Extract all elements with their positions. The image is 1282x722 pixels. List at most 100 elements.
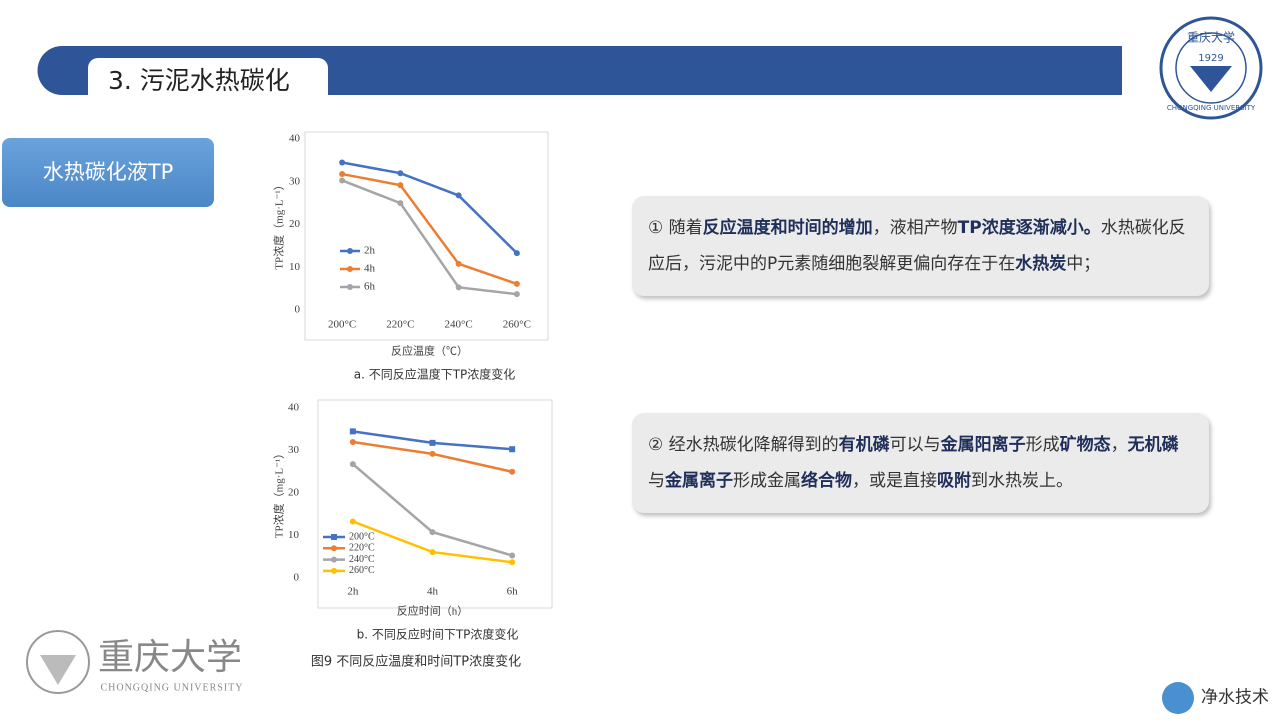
point: [429, 529, 436, 536]
chart-frame: [317, 399, 553, 609]
x-axis-title: 反应时间（h）: [397, 604, 469, 618]
bold-text: 水热炭: [1015, 254, 1067, 274]
chart: 0 10 20 30 40 2h 4h 6h 反应时间（h） TP浓度（mg·L⁻¹） b. 不同反…: [272, 399, 553, 642]
logo-english: CHONGQING UNIVERSITY: [100, 682, 243, 693]
legend-label: 240°C: [349, 554, 375, 565]
legend-label: 6h: [364, 281, 376, 293]
logo-emblem: [1190, 66, 1232, 92]
legend-marker: [347, 266, 353, 272]
x-tick-label: 4h: [427, 586, 439, 598]
point: [397, 200, 404, 207]
bold-text: TP浓度逐渐减小。: [957, 218, 1101, 238]
text: ② 经水热碳化降解得到的: [648, 435, 839, 455]
text: ，: [1110, 435, 1128, 455]
chart-frame: [304, 131, 549, 341]
chart: 0 10 20 30 40 200°C 220°C 240°C 260°C 反应温度（℃） TP浓度…: [272, 131, 549, 382]
logo-year: 1929: [1198, 53, 1223, 64]
text: 形成金属: [733, 471, 801, 491]
bold-text: 吸附: [937, 471, 971, 491]
legend-label: 2h: [364, 245, 376, 257]
legend-marker: [347, 248, 353, 254]
point: [513, 291, 520, 298]
legend-label: 260°C: [349, 565, 375, 576]
point: [455, 192, 462, 199]
x-tick-label: 200°C: [328, 319, 356, 331]
logo-name: 重庆大学: [1187, 30, 1235, 45]
point: [349, 461, 356, 468]
chart-caption: a. 不同反应温度下TP浓度变化: [354, 367, 516, 382]
point: [349, 518, 356, 525]
text: 中；: [1066, 254, 1101, 274]
series-line: [341, 179, 518, 296]
bottom-logo: 重庆大学 CHONGQING UNIVERSITY: [26, 630, 243, 694]
logo-name: 重庆大学: [98, 637, 242, 678]
legend-label: 4h: [364, 263, 376, 275]
y-tick-label: 20: [289, 218, 301, 230]
y-axis-title: TP浓度（mg·L⁻¹）: [272, 448, 286, 538]
figure-caption: 图9 不同反应温度和时间TP浓度变化: [311, 654, 521, 670]
point: [349, 428, 356, 435]
logo-inner: [1175, 32, 1247, 104]
point: [429, 450, 436, 457]
text: 可以与: [889, 435, 941, 455]
text: 与: [648, 471, 665, 491]
point: [397, 170, 404, 177]
legend-marker: [331, 545, 337, 552]
point: [339, 177, 346, 184]
y-axis-title: TP浓度（mg·L⁻¹）: [272, 179, 286, 269]
legend-marker: [347, 284, 353, 290]
text: ，或是直接: [852, 471, 937, 491]
bold-text: 无机磷: [1127, 435, 1179, 455]
point: [339, 171, 346, 178]
legend-marker: [331, 556, 337, 563]
footer-brand-logo: 净水技术: [1162, 682, 1269, 714]
x-tick-label: 6h: [507, 586, 519, 598]
point: [349, 439, 356, 445]
x-tick-label: 240°C: [445, 319, 473, 331]
bold-text: 络合物: [801, 471, 852, 491]
legend-marker: [331, 534, 337, 540]
legend-marker: [331, 567, 337, 574]
logo-english: CHONGQING UNIVERSITY: [1167, 104, 1256, 112]
brand-icon: [1162, 682, 1194, 714]
logo-ring: [26, 630, 90, 694]
side-label: 水热碳化液TP: [2, 138, 214, 207]
y-tick-label: 10: [288, 529, 300, 541]
text: 形成: [1025, 435, 1060, 455]
point: [509, 468, 516, 475]
legend-label: 200°C: [349, 531, 375, 542]
y-tick-label: 40: [289, 133, 301, 145]
text: ，液相产物: [872, 218, 958, 238]
point: [509, 446, 516, 453]
chart-caption: b. 不同反应时间下TP浓度变化: [357, 627, 519, 642]
text-box: ② 经水热碳化降解得到的有机磷可以与金属阳离子形成矿物态，无机磷与金属离子形成金…: [632, 413, 1209, 513]
bold-text: 金属离子: [665, 471, 733, 491]
y-tick-label: 40: [288, 402, 300, 414]
bold-text: 有机磷: [838, 435, 890, 455]
y-tick-label: 30: [288, 444, 300, 456]
header-tab: [88, 58, 328, 100]
x-tick-label: 260°C: [503, 319, 531, 331]
bold-text: 反应温度和时间的增加: [702, 218, 873, 238]
logo-emblem: [40, 655, 76, 685]
text: ① 随着: [648, 218, 703, 238]
header-title: 3. 污泥水热碳化: [108, 66, 290, 95]
point: [429, 549, 436, 556]
point: [513, 250, 520, 257]
y-tick-label: 20: [288, 487, 300, 499]
point: [509, 559, 516, 566]
point: [339, 159, 346, 166]
y-tick-label: 0: [294, 572, 300, 584]
point: [455, 284, 462, 291]
top-logo: 重庆大学 1929 CHONGQING UNIVERSITY: [1159, 16, 1263, 120]
point: [509, 552, 516, 559]
series-line: [341, 172, 518, 286]
point: [455, 260, 462, 267]
x-tick-label: 220°C: [386, 319, 414, 331]
y-tick-label: 0: [295, 304, 301, 316]
bold-text: 金属阳离子: [940, 435, 1026, 455]
footer-brand: 净水技术: [1201, 688, 1269, 708]
text: 到水热炭上。: [971, 471, 1073, 491]
